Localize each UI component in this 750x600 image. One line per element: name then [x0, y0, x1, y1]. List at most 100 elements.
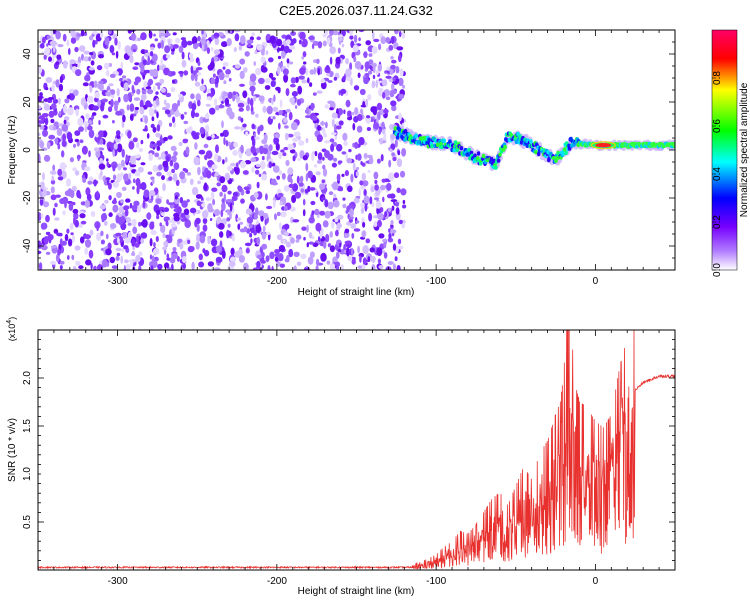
spectrogram-noise-cell [309, 187, 316, 191]
spectrogram-noise-cell [98, 54, 104, 59]
spectrogram-noise-cell [290, 216, 294, 224]
spectrogram-noise-cell [395, 66, 400, 74]
spectrogram-noise-cell [228, 77, 232, 82]
spectrogram-noise-cell [194, 142, 198, 150]
spectrogram-noise-cell [244, 51, 250, 57]
spectrogram-noise-cell [286, 62, 290, 69]
spectrogram-noise-cell [215, 75, 219, 85]
spectrogram-noise-cell [209, 107, 216, 115]
spectrogram-noise-cell [59, 162, 67, 171]
spectrogram-noise-cell [302, 155, 308, 161]
spectrogram-noise-cell [367, 256, 371, 262]
spectrogram-noise-cell [239, 70, 245, 80]
spectrogram-noise-cell [319, 210, 325, 216]
spectrogram-noise-cell [268, 57, 274, 63]
spectrogram-noise-cell [163, 216, 170, 221]
spectrogram-noise-cell [315, 265, 319, 270]
spectrogram-noise-cell [205, 103, 211, 107]
spectrogram-noise-cell [191, 103, 197, 111]
spectrogram-noise-cell [149, 222, 155, 230]
spectrogram-noise-cell [129, 55, 134, 63]
spectrogram-noise-cell [225, 199, 233, 203]
spectrogram-noise-cell [223, 193, 226, 203]
spectrogram-noise-cell [336, 173, 341, 182]
spectrogram-noise-cell [242, 123, 247, 128]
spectrogram-noise-cell [311, 43, 315, 50]
spectrogram-noise-cell [341, 43, 345, 48]
spectrogram-noise-cell [109, 73, 116, 78]
spectrogram-noise-cell [42, 129, 48, 137]
spectrogram-noise-cell [375, 201, 382, 209]
spectrogram-noise-cell [133, 81, 139, 86]
spectrogram-noise-cell [251, 123, 255, 130]
spectrogram-noise-cell [401, 30, 406, 39]
spectrogram-noise-cell [142, 199, 146, 209]
spectrogram-noise-cell [352, 257, 356, 262]
spectrogram-noise-cell [333, 199, 340, 208]
spectrogram-signal-cell [564, 150, 568, 156]
spectrogram-noise-cell [331, 162, 337, 168]
spectrogram-noise-cell [338, 160, 343, 164]
spectrogram-noise-cell [174, 195, 178, 200]
spectrogram-noise-cell [156, 64, 160, 72]
spectrogram-noise-cell [350, 247, 354, 256]
snr-xlabel: Height of straight line (km) [298, 586, 415, 597]
spectrogram-noise-cell [234, 33, 240, 42]
spectrogram-noise-cell [238, 255, 245, 263]
spectrogram-noise-cell [246, 216, 254, 224]
spectrogram-noise-cell [52, 164, 56, 172]
spectrogram-noise-cell [199, 85, 206, 92]
spectrogram-noise-cell [195, 217, 201, 225]
spectrogram-noise-cell [155, 132, 161, 138]
spectrogram-noise-cell [172, 173, 178, 182]
spectrogram-noise-cell [381, 178, 386, 183]
spectrogram-noise-cell [189, 178, 194, 186]
spectrogram-noise-cell [317, 67, 320, 76]
spectrogram-noise-cell [47, 234, 54, 241]
spectrogram-noise-cell [206, 170, 212, 179]
spectrogram-noise-cell [164, 32, 171, 37]
spectrogram-noise-cell [287, 143, 294, 150]
spectrogram-noise-cell [298, 140, 305, 146]
spectrogram-noise-cell [195, 241, 200, 250]
spectrogram-noise-cell [40, 213, 44, 218]
spectrogram-noise-cell [190, 73, 195, 81]
spectrogram-noise-cell [314, 208, 320, 216]
spectrogram-noise-cell [282, 152, 287, 157]
spectrogram-noise-cell [153, 85, 156, 92]
spectrogram-noise-cell [138, 264, 142, 270]
spectrogram-noise-cell [332, 30, 339, 36]
spectrogram-ticks: -300 -200 -100 0 40 20 0 -20 -40 [22, 29, 676, 287]
spectrogram-noise-cell [305, 162, 309, 172]
spectrogram-noise-cell [268, 72, 274, 79]
spectrogram-noise-cell [352, 162, 356, 171]
x-tick-label: 0 [593, 276, 599, 287]
spectrogram-noise-cell [342, 132, 348, 141]
spectrogram-noise-cell [381, 121, 385, 130]
spectrogram-noise-cell [316, 159, 323, 164]
spectrogram-signal-cell [476, 156, 480, 161]
spectrogram-noise-cell [254, 207, 259, 216]
spectrogram-signal-cell [481, 153, 486, 159]
spectrogram-noise-cell [328, 191, 334, 196]
spectrogram-noise-cell [151, 116, 155, 122]
spectrogram-noise-cell [249, 97, 254, 107]
spectrogram-noise-cell [80, 30, 85, 37]
spectrogram-noise-cell [127, 222, 132, 226]
spectrogram-noise-cell [361, 230, 366, 238]
spectrogram-noise-cell [345, 68, 352, 78]
spectrogram-noise-cell [207, 203, 213, 212]
spectrogram-noise-cell [300, 188, 305, 193]
spectrogram-signal-cell [425, 140, 429, 146]
spectrogram-noise-cell [135, 254, 141, 263]
spectrogram-noise-cell [375, 79, 379, 88]
spectrogram-noise-cell [251, 32, 256, 37]
spectrogram-noise-cell [88, 249, 94, 259]
spectrogram-noise-cell [50, 179, 56, 185]
spectrogram-noise-cell [232, 150, 238, 156]
spectrogram-noise-cell [243, 226, 248, 233]
spectrogram-noise-cell [255, 147, 260, 154]
spectrogram-signal-cell [440, 144, 444, 150]
spectrogram-noise-cell [141, 219, 148, 228]
